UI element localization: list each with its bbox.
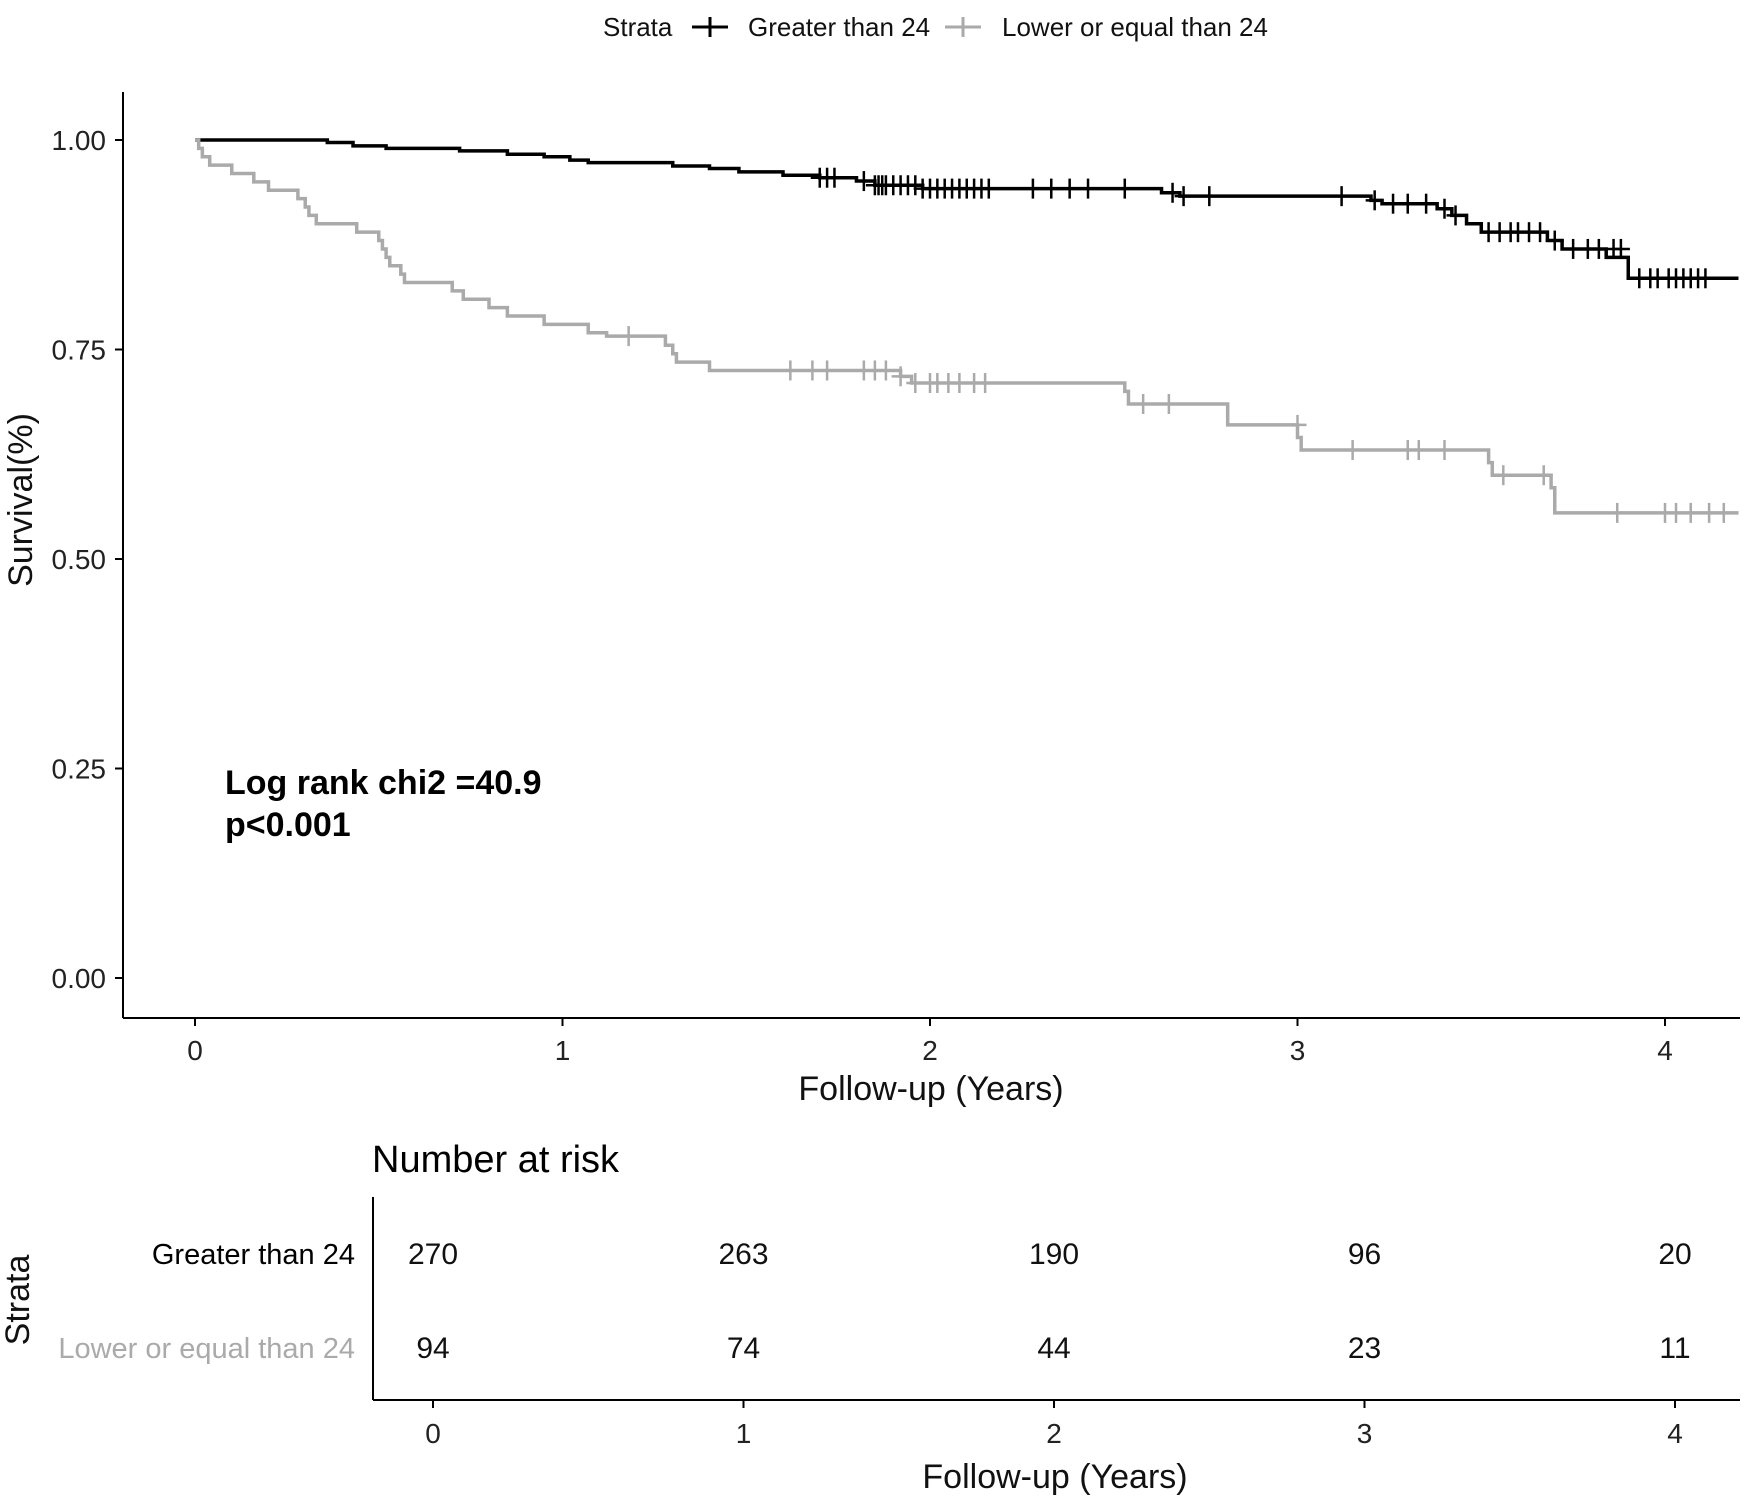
censor-mark (1417, 193, 1436, 214)
x-tick-label: 2 (922, 1035, 938, 1066)
main-plot: 0.00 0.25 0.50 0.75 1.00 0 1 2 3 4 Survival(%) F… (2, 92, 1740, 1108)
risk-x-ticks: 0 1 2 3 4 (425, 1400, 1683, 1449)
censor-mark (1435, 440, 1454, 461)
censor-mark (1079, 178, 1098, 199)
censor-mark (1343, 440, 1362, 461)
censor-mark (891, 366, 910, 387)
censor-mark (1332, 186, 1351, 207)
risk-x-axis-title: Follow-up (Years) (922, 1458, 1187, 1496)
censor-mark (1435, 198, 1454, 219)
risk-cell: 270 (408, 1238, 458, 1271)
risk-table: Number at risk Strata Greater than 24 Lo… (0, 1139, 1740, 1496)
risk-table-title: Number at risk (372, 1139, 620, 1181)
censor-mark (818, 360, 837, 381)
y-ticks: 0.00 0.25 0.50 0.75 1.00 (52, 125, 123, 994)
censor-mark (1608, 502, 1627, 523)
pvalue-annotation: p<0.001 (225, 806, 351, 844)
censor-mark (1714, 502, 1733, 523)
censor-mark (906, 175, 925, 196)
censor-mark (1446, 205, 1465, 226)
risk-row-label-lower: Lower or equal than 24 (58, 1333, 355, 1365)
censor-mark (1023, 178, 1042, 199)
censor-mark (1159, 393, 1178, 414)
x-axis-title: Follow-up (Years) (798, 1070, 1063, 1108)
risk-cell: 74 (727, 1332, 760, 1365)
risk-x-tick-label: 1 (736, 1418, 752, 1449)
curve-greater-than-24 (195, 138, 1739, 281)
censor-mark (1134, 393, 1153, 414)
censor-mark (1060, 178, 1079, 199)
x-ticks: 0 1 2 3 4 (187, 1018, 1673, 1066)
censor-mark (1531, 222, 1550, 243)
censor-mark (1534, 465, 1553, 486)
censor-mark (1681, 502, 1700, 523)
censor-mark (979, 178, 998, 199)
risk-cell: 11 (1659, 1332, 1690, 1365)
x-tick-label: 4 (1657, 1035, 1673, 1066)
risk-cell: 96 (1348, 1238, 1381, 1271)
risk-x-tick-label: 3 (1357, 1418, 1373, 1449)
risk-cell: 263 (718, 1238, 768, 1271)
survival-curves (195, 138, 1739, 523)
censor-mark (619, 326, 638, 347)
legend-label-lower: Lower or equal than 24 (1002, 12, 1268, 42)
y-tick-label: 1.00 (52, 125, 107, 156)
censor-mark (781, 360, 800, 381)
censor-mark (1409, 440, 1428, 461)
censor-mark (1611, 238, 1630, 259)
censor-mark (854, 171, 873, 192)
censor-mark (1200, 186, 1219, 207)
censor-mark (1174, 186, 1193, 207)
curve-lower-or-equal-24 (195, 138, 1739, 515)
risk-cell: 20 (1658, 1238, 1691, 1271)
legend-key-lower (945, 17, 981, 37)
censor-mark (1398, 193, 1417, 214)
logrank-annotation: Log rank chi2 =40.9 (225, 764, 542, 802)
censor-mark (1288, 414, 1307, 435)
y-tick-label: 0.00 (52, 963, 107, 994)
y-tick-label: 0.25 (52, 754, 107, 785)
risk-x-tick-label: 0 (425, 1418, 441, 1449)
censor-mark (1042, 178, 1061, 199)
y-axis-title: Survival(%) (2, 413, 40, 587)
risk-row-label-greater: Greater than 24 (152, 1239, 355, 1271)
censor-mark (1494, 465, 1513, 486)
risk-strata-title: Strata (0, 1255, 37, 1346)
x-tick-label: 1 (555, 1035, 571, 1066)
risk-x-tick-label: 2 (1046, 1418, 1062, 1449)
risk-x-tick-label: 4 (1667, 1418, 1683, 1449)
y-tick-label: 0.50 (52, 544, 107, 575)
risk-cell: 94 (416, 1332, 449, 1365)
risk-cell: 190 (1029, 1238, 1079, 1271)
y-tick-label: 0.75 (52, 335, 107, 366)
censor-mark (1115, 178, 1134, 199)
legend: Strata Greater than 24 Lower or equal th… (603, 12, 1268, 42)
x-tick-label: 0 (187, 1035, 203, 1066)
censor-mark (1365, 190, 1384, 211)
risk-cells: 270 263 190 96 20 94 74 44 23 11 (408, 1238, 1692, 1365)
risk-cell: 23 (1348, 1332, 1381, 1365)
censor-mark (1545, 230, 1564, 251)
censor-mark (976, 373, 995, 394)
x-tick-label: 3 (1290, 1035, 1306, 1066)
censor-mark (1696, 268, 1715, 289)
legend-title: Strata (603, 12, 673, 42)
censor-mark (825, 167, 844, 188)
censor-mark (1163, 182, 1182, 203)
legend-label-greater: Greater than 24 (748, 12, 930, 42)
risk-cell: 44 (1037, 1332, 1070, 1365)
censor-mark (876, 360, 895, 381)
legend-key-greater (692, 17, 728, 37)
